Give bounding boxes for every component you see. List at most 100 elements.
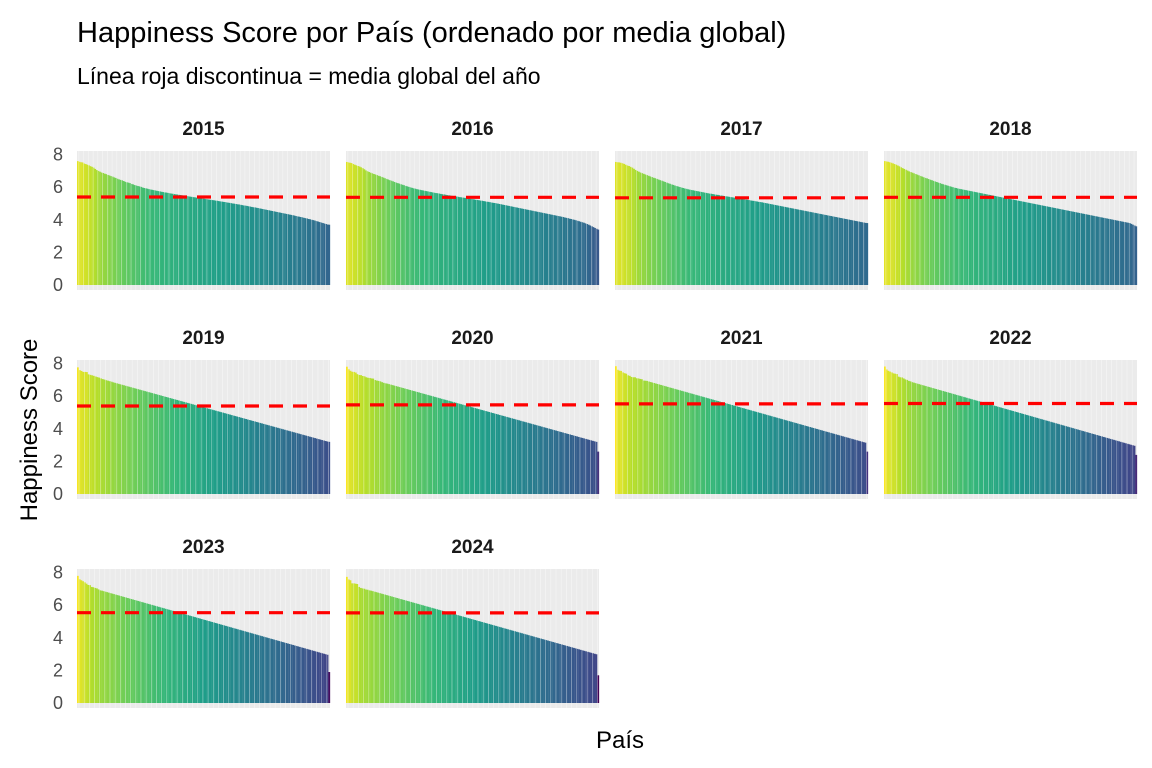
bar <box>399 599 402 703</box>
bar <box>1008 198 1011 285</box>
bar <box>904 379 907 494</box>
bar <box>144 602 146 703</box>
bar-gap <box>500 360 502 499</box>
bar-gap <box>169 360 170 499</box>
bar-gap <box>680 151 682 290</box>
bar <box>922 177 925 285</box>
bar <box>950 393 953 494</box>
bar <box>388 384 391 494</box>
bar <box>553 430 556 494</box>
bar <box>1064 210 1066 285</box>
bar <box>129 183 131 286</box>
bar <box>993 405 996 494</box>
bar <box>268 638 270 703</box>
bar <box>299 646 301 703</box>
bar-gap <box>1114 151 1115 290</box>
bar <box>749 200 752 285</box>
bar <box>390 180 393 285</box>
bar <box>1046 206 1048 285</box>
bar <box>425 394 427 494</box>
bar <box>550 641 553 703</box>
bar-gap <box>174 360 175 499</box>
bar <box>858 221 860 285</box>
bar <box>114 177 117 285</box>
bar-gap <box>978 360 979 499</box>
bar <box>954 394 956 494</box>
bar-gap <box>187 569 188 708</box>
bar <box>83 163 86 285</box>
bar <box>353 371 355 494</box>
bar <box>583 222 585 285</box>
bar <box>567 646 570 703</box>
bar <box>167 397 170 494</box>
bar-gap <box>317 360 319 499</box>
bar <box>774 417 777 494</box>
bar <box>307 436 309 494</box>
bar <box>322 223 324 285</box>
bar-gap <box>479 360 481 499</box>
bar <box>401 599 404 703</box>
bar <box>1114 220 1117 285</box>
bar <box>171 193 174 285</box>
bar <box>574 648 577 703</box>
bar <box>184 402 187 494</box>
bar <box>365 377 368 494</box>
bar <box>819 429 822 494</box>
bar <box>367 377 369 494</box>
bar-gap <box>102 151 103 290</box>
bar <box>285 213 288 285</box>
bar <box>547 640 549 703</box>
bar-gap <box>212 569 214 708</box>
bar-gap <box>154 151 156 290</box>
bar <box>1031 416 1033 494</box>
bar <box>530 210 533 285</box>
bar <box>466 198 469 285</box>
bar <box>180 613 183 703</box>
bar <box>533 424 536 494</box>
bar <box>104 591 107 703</box>
bar-gap <box>962 360 964 499</box>
bar <box>1039 418 1042 494</box>
bar <box>219 201 222 285</box>
bar-gap <box>300 569 302 708</box>
bar <box>350 163 353 285</box>
bar <box>746 199 749 285</box>
bar <box>446 400 449 494</box>
bar-gap <box>1128 151 1130 290</box>
bar <box>128 598 131 703</box>
bar <box>463 405 466 494</box>
bar <box>512 630 515 703</box>
bar <box>349 370 352 494</box>
bar-gap <box>273 151 274 290</box>
bar <box>1036 204 1039 285</box>
bar <box>168 609 171 703</box>
bar-gap <box>83 569 85 708</box>
bar <box>945 185 948 285</box>
bar <box>392 181 394 285</box>
bar <box>690 189 693 285</box>
bar <box>400 184 402 285</box>
bar-gap <box>197 569 199 708</box>
bar <box>266 424 269 494</box>
bar <box>616 369 619 494</box>
bar-gap <box>385 151 387 290</box>
bar-gap <box>104 569 106 708</box>
bar-gap <box>190 360 191 499</box>
bar <box>1130 444 1133 494</box>
bar <box>262 209 264 285</box>
bar-gap <box>1055 151 1057 290</box>
bar-gap <box>443 151 444 290</box>
bar <box>488 623 490 703</box>
bar <box>718 401 721 494</box>
bar <box>1056 423 1059 494</box>
bar-gap <box>254 569 255 708</box>
bar <box>710 399 713 494</box>
bar <box>934 181 937 285</box>
bar-gap <box>235 151 236 290</box>
bar <box>500 204 503 285</box>
bar <box>321 440 324 494</box>
bar <box>144 188 147 285</box>
bar-gap <box>1060 151 1062 290</box>
bar <box>906 170 909 285</box>
